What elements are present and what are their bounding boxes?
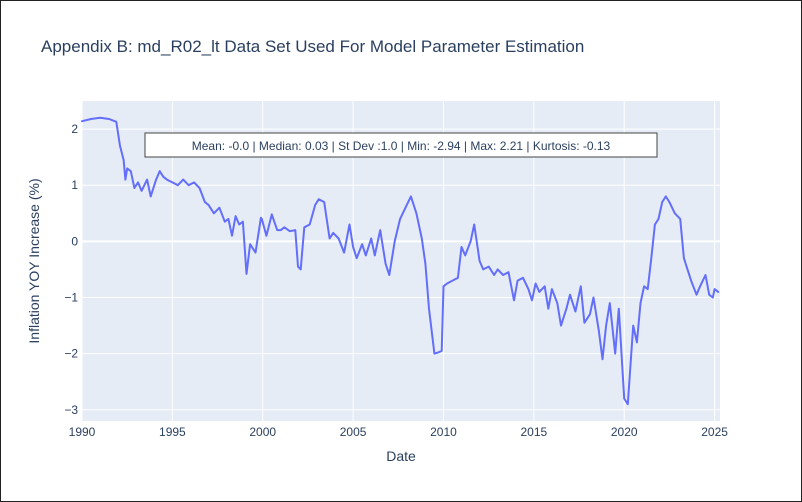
x-tick-label: 1995	[159, 425, 186, 439]
y-tick-label: 1	[71, 178, 78, 192]
chart-title: Appendix B: md_R02_lt Data Set Used For …	[41, 37, 584, 56]
x-tick-labels: 1990 1995 2000 2005 2010 2015 2020 2025	[69, 425, 729, 439]
x-axis-title: Date	[386, 448, 416, 464]
annotation-box	[144, 132, 658, 158]
series-group	[81, 116, 720, 406]
x-tick-label: 2010	[430, 425, 457, 439]
y-tick-labels: −3 −2 −1 0 1 2	[64, 122, 78, 417]
series-line	[81, 116, 720, 406]
y-tick-label: −2	[64, 347, 78, 361]
y-tick-label: −1	[64, 290, 78, 304]
x-tick-label: 2005	[340, 425, 367, 439]
y-tick-label: 0	[71, 234, 78, 248]
x-tick-label: 2000	[249, 425, 276, 439]
x-tick-label: 1990	[69, 425, 96, 439]
x-tick-label: 2025	[701, 425, 728, 439]
x-tick-label: 2020	[611, 425, 638, 439]
y-tick-label: −3	[64, 403, 78, 417]
x-tick-label: 2015	[520, 425, 547, 439]
annotation-text: Mean: -0.0 | Median: 0.03 | St Dev :1.0 …	[192, 139, 611, 153]
y-axis-title: Inflation YOY Increase (%)	[26, 178, 42, 343]
y-tick-label: 2	[71, 122, 78, 136]
